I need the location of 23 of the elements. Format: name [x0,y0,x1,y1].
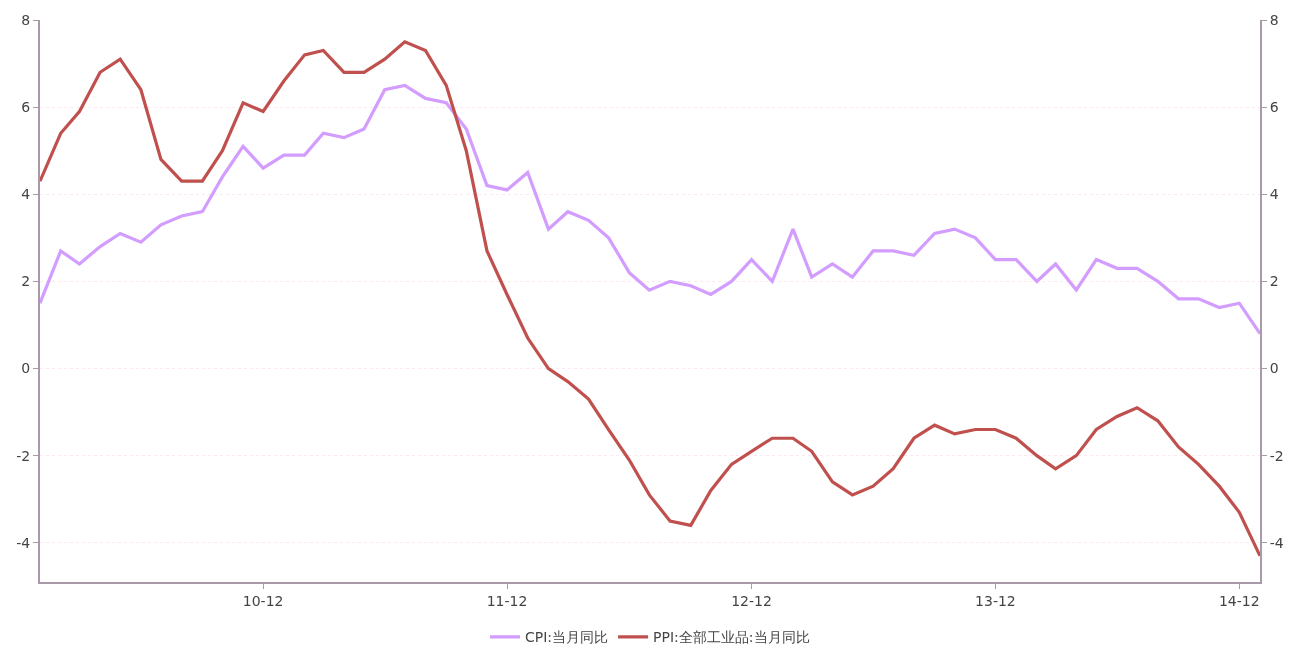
y2-tick-label: 4 [1269,186,1279,203]
y-tick-label: 0 [21,360,31,377]
line-series [40,40,1260,558]
y-tick-label: 8 [21,11,31,28]
y-tick-label: 2 [21,273,31,290]
x-tick-label: 11-12 [486,592,528,609]
y2-tick-label: -2 [1269,447,1284,464]
line-series [40,83,1260,336]
y2-tick-label: -4 [1269,534,1284,551]
legend-label: PPI:全部工业品:当月同比 [653,629,810,646]
x-tick-label: 13-12 [975,592,1016,609]
y2-tick-label: 8 [1269,11,1279,28]
y-tick-label: -2 [16,447,31,464]
y-tick-label: -4 [16,534,31,551]
y2-tick-label: 2 [1269,273,1279,290]
y2-tick-label: 6 [1269,99,1279,116]
x-tick-label: 10-12 [242,592,284,609]
y2-tick-label: 0 [1269,360,1279,377]
y-tick-label: 4 [21,186,31,203]
x-tick-label: 14-12 [1218,592,1260,609]
legend-label: CPI:当月同比 [525,629,609,646]
y-tick-label: 6 [21,99,31,116]
x-tick-label: 12-12 [731,592,772,609]
